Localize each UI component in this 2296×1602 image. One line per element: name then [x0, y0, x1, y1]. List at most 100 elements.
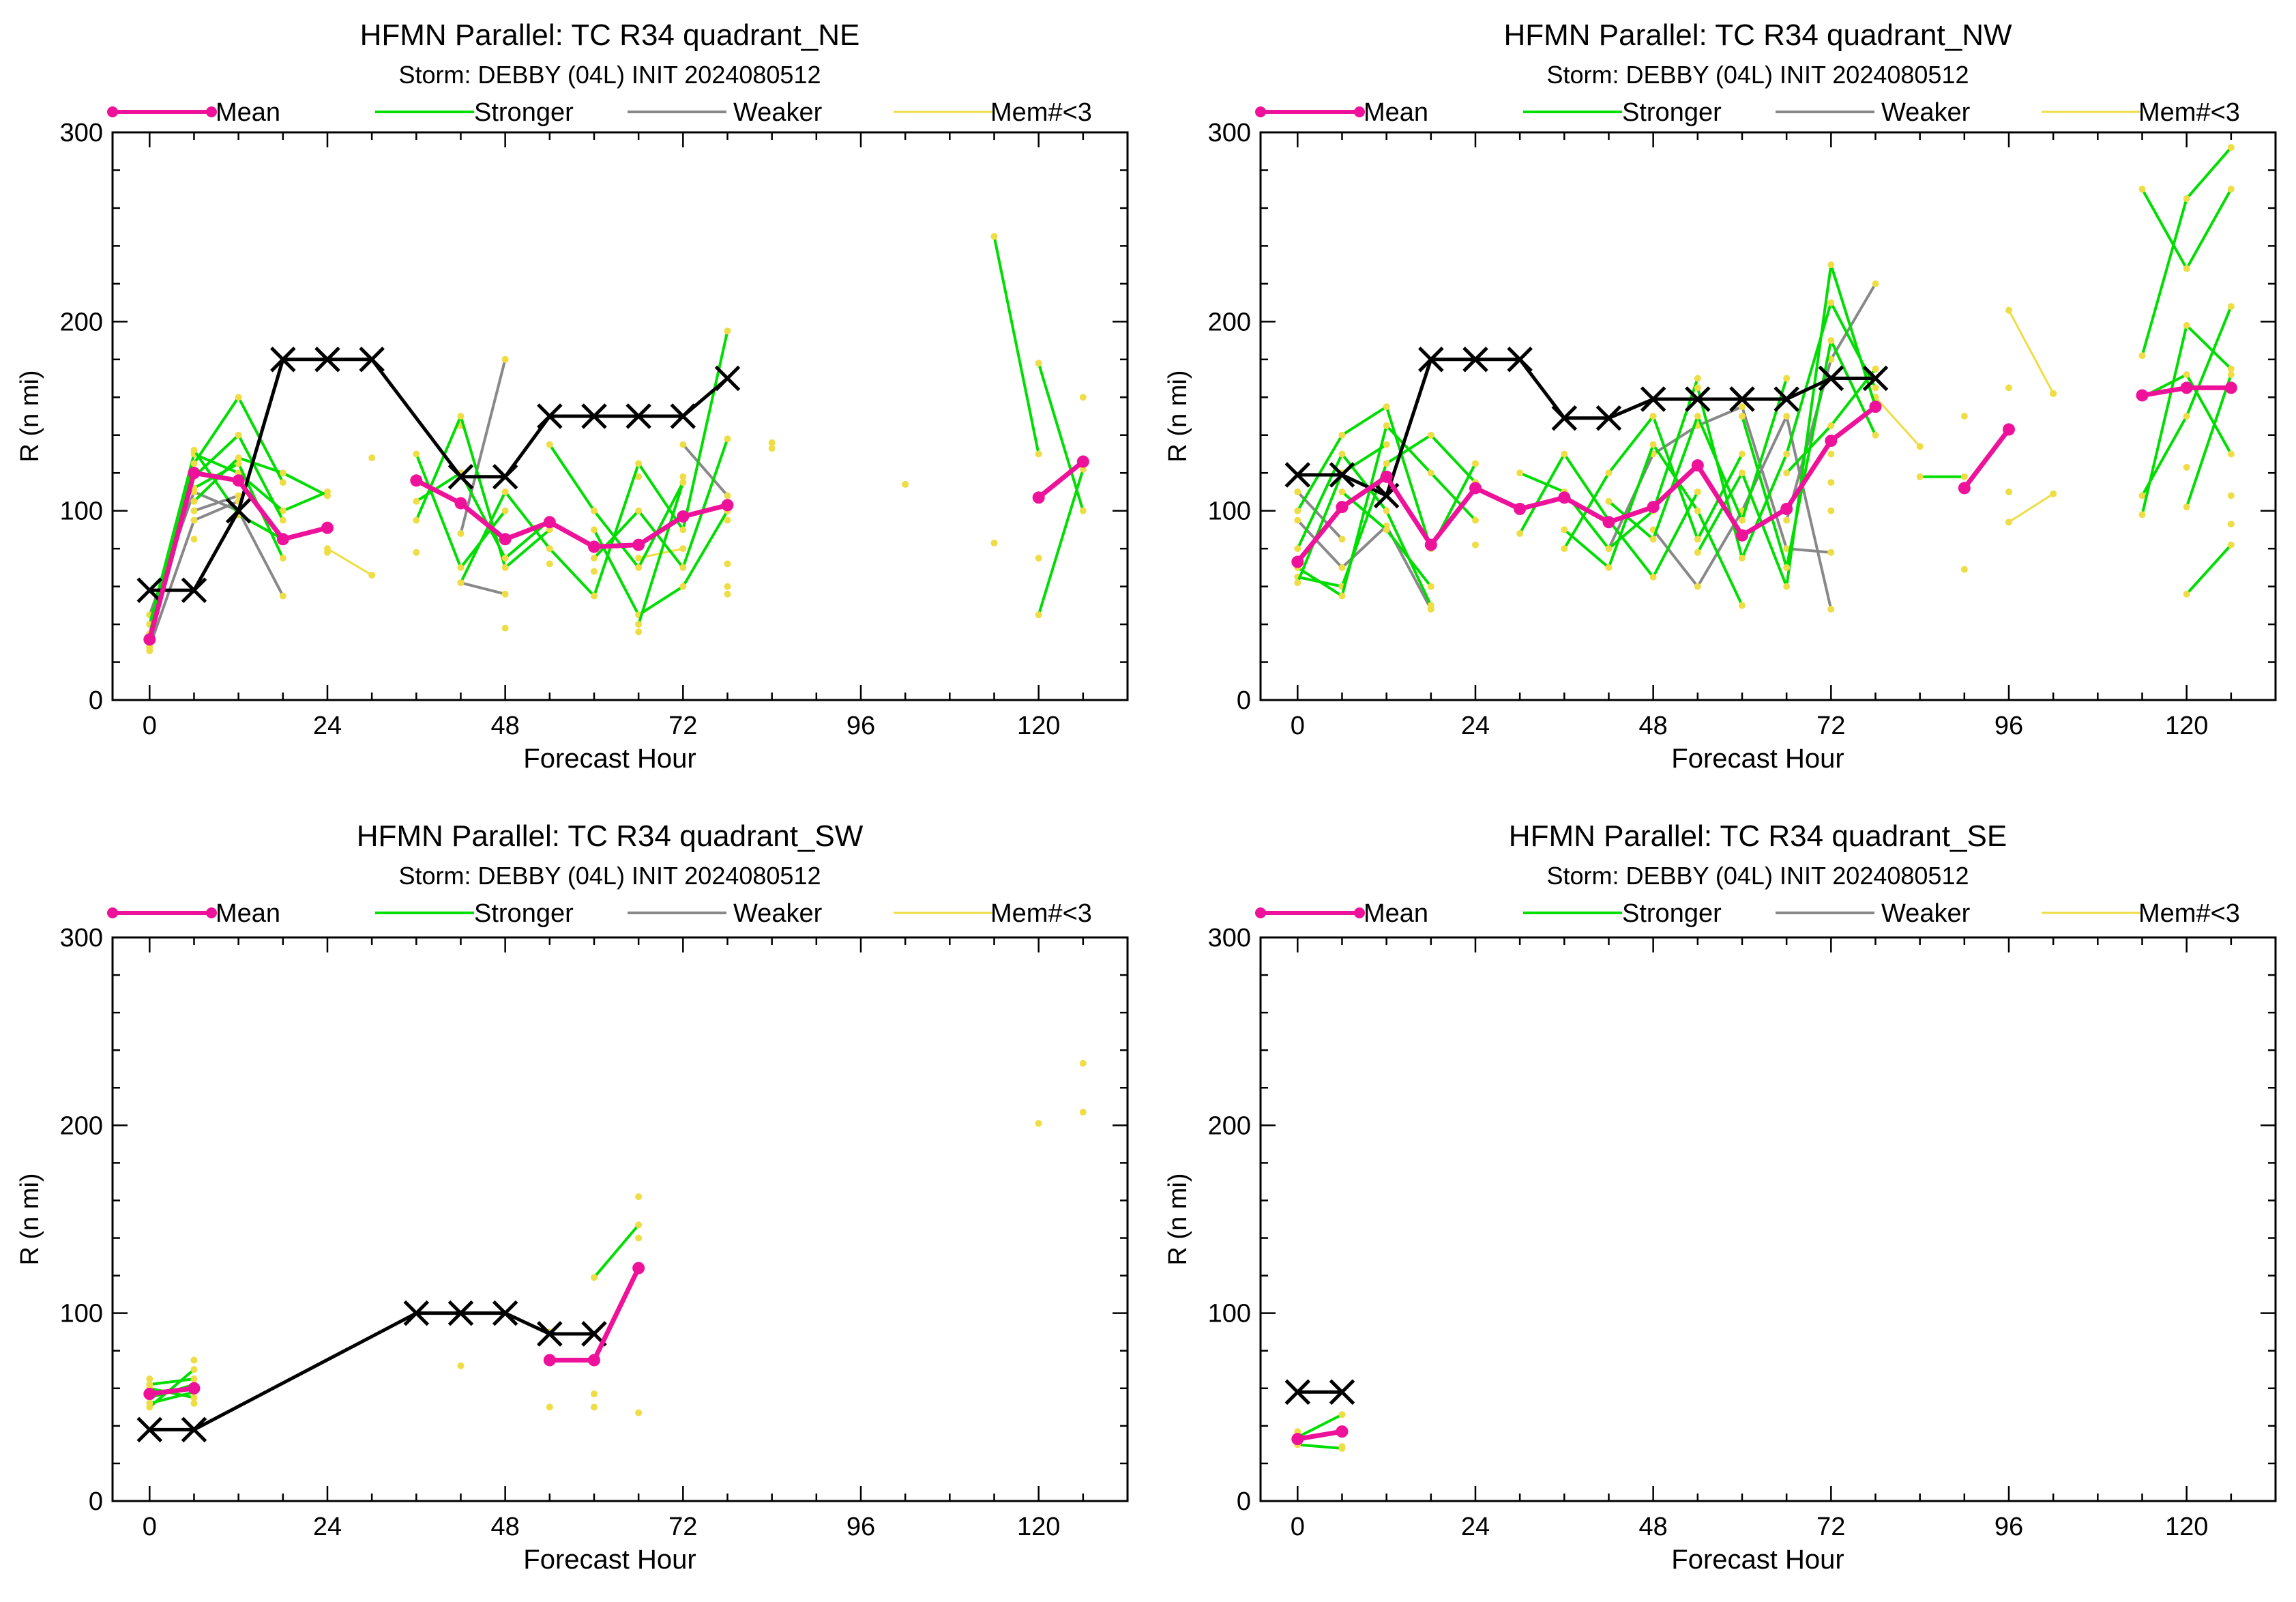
chart-subtitle: Storm: DEBBY (04L) INIT 2024080512: [398, 862, 821, 890]
mean-point: [143, 1388, 156, 1401]
weaker-member-point: [1294, 488, 1301, 495]
stronger-member-point: [457, 413, 465, 420]
stronger-member-point: [635, 460, 643, 467]
stronger-member-point: [2183, 370, 2190, 378]
legend-label-stronger: Stronger: [474, 899, 574, 928]
stronger-member-line: [1296, 1413, 1344, 1439]
stronger-member-point: [1694, 549, 1701, 556]
legend-label-few: Mem#<3: [990, 98, 1092, 127]
best-track-marker: [1284, 1379, 1311, 1406]
stronger-member-line: [637, 481, 685, 626]
chart-panel-1: HFMN Parallel: TC R34 quadrant_NE Storm: …: [16, 18, 1129, 774]
stronger-member-point: [1079, 507, 1087, 514]
few-member-point: [413, 549, 420, 556]
stronger-member-point: [2183, 321, 2190, 329]
mean-point: [1380, 470, 1393, 483]
x-tick-label: 72: [668, 712, 697, 740]
few-member-point: [724, 590, 731, 598]
mean-line: [413, 478, 730, 549]
stronger-member-point: [2183, 590, 2190, 598]
mean-point: [499, 533, 512, 546]
stronger-member-point: [501, 507, 509, 514]
mean-point: [321, 521, 334, 534]
stronger-member-point: [190, 497, 198, 505]
mean-point: [677, 510, 690, 523]
y-tick-label: 0: [1237, 1487, 1251, 1516]
mean-point: [632, 1262, 645, 1275]
y-tick-label: 200: [1208, 308, 1251, 336]
stronger-member-point: [679, 479, 687, 486]
stronger-member-point: [1738, 413, 1746, 420]
weaker-member-point: [279, 592, 286, 600]
few-member-point: [323, 549, 331, 556]
few-member-point: [635, 555, 643, 562]
few-member-point: [2005, 519, 2012, 526]
legend-label-few: Mem#<3: [2138, 98, 2240, 127]
stronger-member-point: [2227, 303, 2235, 310]
mean-line: [1962, 426, 2012, 491]
few-member-point: [2005, 384, 2012, 392]
stronger-member-point: [990, 233, 998, 240]
weaker-member-point: [1783, 545, 1791, 553]
weaker-member-point: [190, 516, 198, 524]
few-member-point: [590, 568, 598, 575]
few-member-point: [368, 571, 376, 579]
best-track-marker: [625, 403, 651, 429]
weaker-member-line: [459, 358, 507, 535]
stronger-member-point: [1294, 507, 1301, 514]
few-member-point: [1916, 443, 1924, 450]
few-member-point: [724, 583, 731, 590]
mean-point: [454, 497, 467, 510]
x-tick-label: 0: [1291, 712, 1305, 740]
stronger-member-point: [190, 460, 198, 467]
stronger-member-point: [1738, 516, 1746, 524]
stronger-member-point: [2138, 186, 2146, 193]
best-track-marker: [181, 577, 207, 603]
stronger-member-point: [190, 446, 198, 454]
weaker-member-point: [1827, 355, 1835, 363]
y-tick-label: 200: [60, 1111, 103, 1140]
x-tick-label: 0: [143, 1513, 157, 1541]
weaker-member-point: [1694, 583, 1701, 590]
stronger-member-point: [413, 516, 420, 524]
best-track-marker: [1462, 347, 1488, 373]
stronger-member-point: [1827, 337, 1835, 345]
stronger-member-point: [1783, 375, 1791, 382]
legend-label-weaker: Weaker: [1881, 98, 1971, 127]
series-best-track: [1284, 347, 1889, 509]
mean-point: [2224, 381, 2237, 394]
best-track-marker: [581, 403, 607, 429]
weaker-member-point: [501, 590, 509, 598]
y-tick-label: 0: [89, 686, 103, 715]
stronger-member-line: [2185, 543, 2233, 596]
few-member-point: [635, 473, 643, 480]
stronger-member-line: [192, 456, 329, 503]
stronger-member-point: [1916, 473, 1924, 480]
weaker-member-point: [1294, 516, 1301, 524]
weaker-member-point: [457, 529, 465, 537]
mean-point: [1691, 459, 1704, 472]
few-member-point: [1035, 1120, 1042, 1127]
stronger-member-point: [724, 435, 731, 443]
few-member-point: [635, 1193, 643, 1200]
best-track-marker: [403, 1300, 430, 1326]
x-tick-label: 24: [313, 712, 342, 740]
stronger-member-point: [501, 488, 509, 495]
stronger-member-point: [2227, 541, 2235, 549]
mean-point: [587, 1354, 600, 1367]
stronger-member-line: [992, 235, 1040, 456]
plot-frame: [1259, 131, 2277, 701]
best-track-marker: [537, 1321, 563, 1347]
weaker-member-point: [1872, 280, 1879, 287]
series-few-members: [146, 1060, 1087, 1416]
few-member-line: [326, 547, 373, 577]
best-track-marker: [1640, 386, 1666, 412]
mean-point: [1424, 538, 1437, 551]
mean-point: [1291, 555, 1304, 568]
stronger-member-point: [1783, 469, 1791, 477]
best-track-marker: [1685, 386, 1711, 412]
few-member-point: [1471, 541, 1479, 549]
stronger-member-point: [1694, 488, 1701, 495]
stronger-member-point: [1960, 473, 1968, 480]
stronger-member-point: [1383, 526, 1390, 534]
